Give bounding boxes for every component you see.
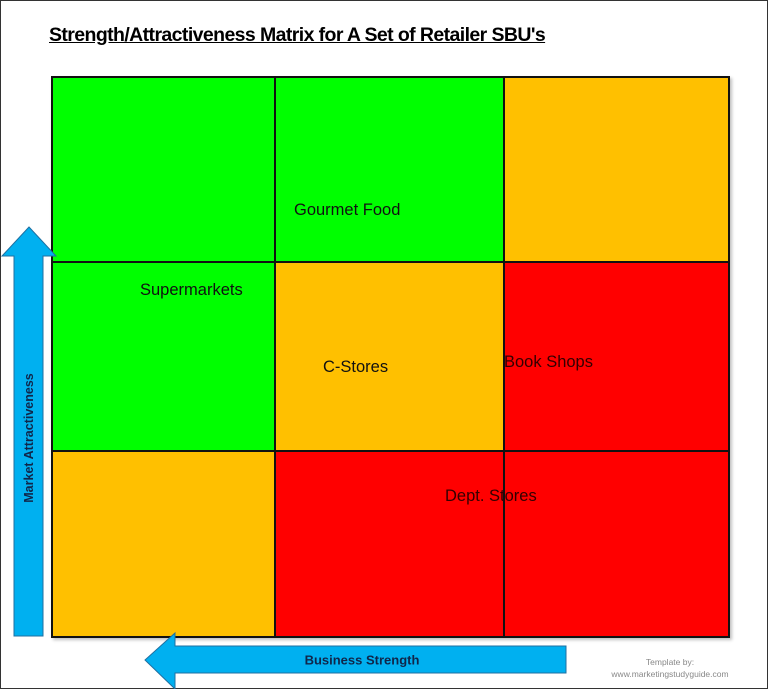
sbu-label-supermarkets: Supermarkets [140, 281, 243, 299]
cell-med-attract-low-strength [503, 261, 730, 452]
sbu-label-gourmet-food: Gourmet Food [294, 201, 401, 219]
cell-med-attract-med-strength [274, 261, 505, 452]
cell-high-attract-high-strength [51, 76, 276, 263]
y-axis-label: Market Attractiveness [22, 373, 36, 503]
page-title: Strength/Attractiveness Matrix for A Set… [49, 24, 546, 46]
sbu-label-book-shops: Book Shops [504, 353, 593, 371]
sbu-label-c-stores: C-Stores [323, 358, 389, 376]
cell-high-attract-med-strength [274, 76, 505, 263]
credit-line-2: www.marketingstudyguide.com [611, 669, 729, 679]
cell-low-attract-low-strength [503, 450, 730, 638]
x-axis-label: Business Strength [304, 652, 420, 668]
credit-line-1: Template by: [645, 657, 695, 667]
ge-matrix-grid: Gourmet Food Supermarkets C-Stores Book … [51, 76, 730, 638]
cell-high-attract-low-strength [503, 76, 730, 263]
sbu-label-dept-stores: Dept. Stores [445, 487, 537, 505]
cell-low-attract-high-strength [51, 450, 276, 638]
cell-low-attract-med-strength [274, 450, 505, 638]
